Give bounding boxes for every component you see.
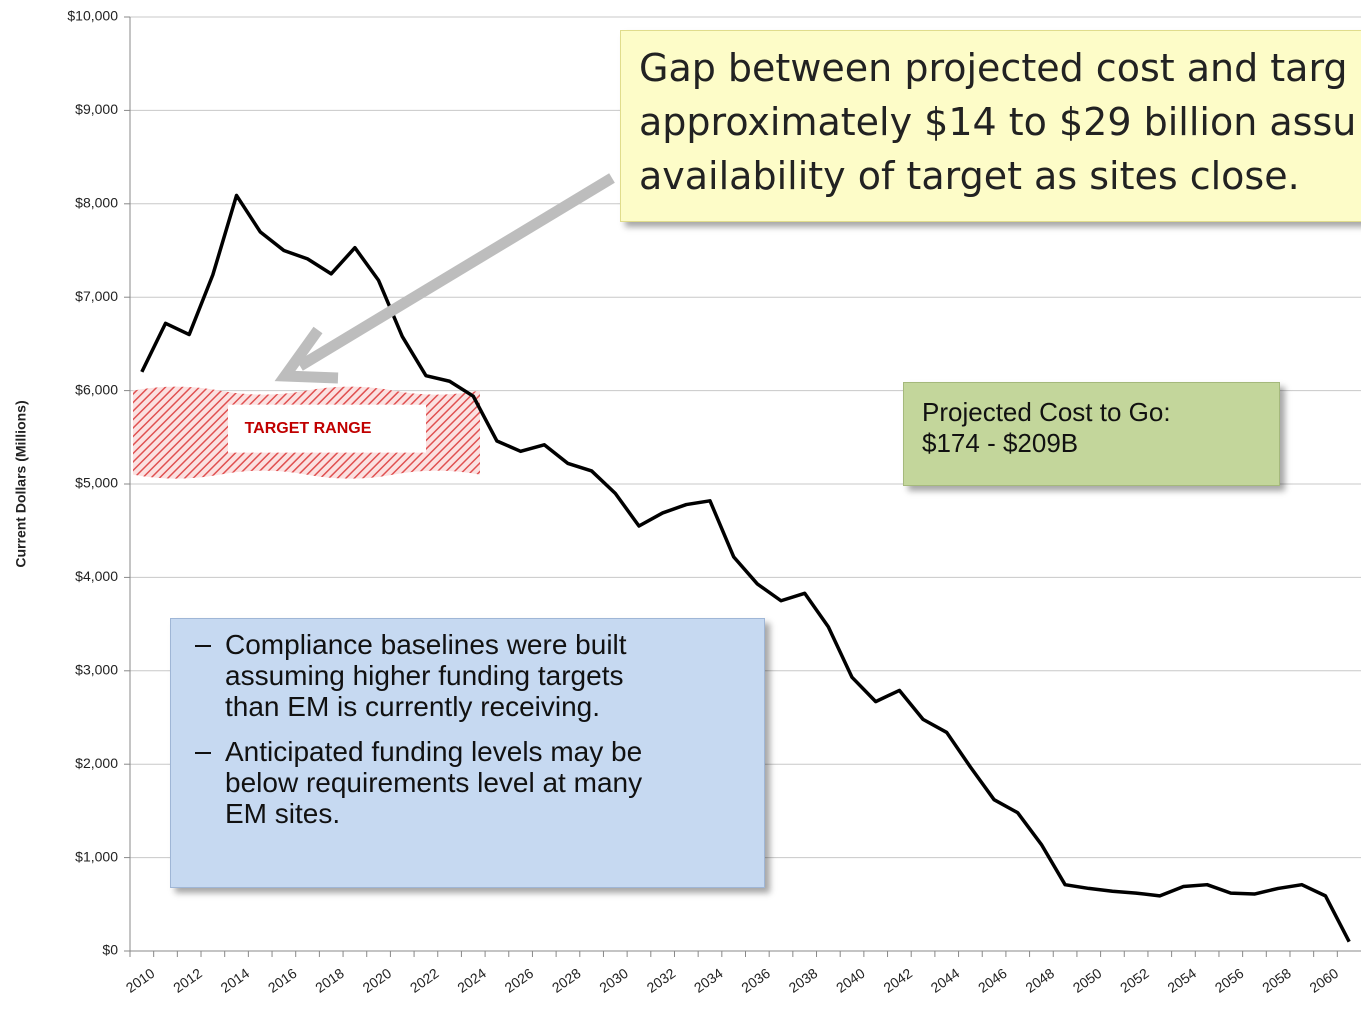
x-tick-label: 2022 bbox=[407, 965, 442, 996]
y-tick-label: $3,000 bbox=[75, 662, 118, 678]
x-tick-label: 2058 bbox=[1259, 965, 1294, 996]
x-tick-label: 2026 bbox=[502, 965, 537, 996]
x-tick-label: 2016 bbox=[265, 965, 300, 996]
note-line: below requirements level at many bbox=[225, 767, 643, 798]
y-tick-label: $10,000 bbox=[67, 8, 118, 24]
projected-cost-box: Projected Cost to Go: $174 - $209B bbox=[903, 382, 1280, 486]
x-tick-label: 2052 bbox=[1117, 965, 1152, 996]
note-line: assuming higher funding targets bbox=[225, 660, 624, 691]
x-tick-label: 2024 bbox=[454, 965, 489, 996]
x-tick-label: 2010 bbox=[123, 965, 158, 996]
note-line: EM sites. bbox=[225, 798, 341, 829]
x-tick-label: 2020 bbox=[360, 965, 395, 996]
y-tick-label: $5,000 bbox=[75, 475, 118, 491]
x-tick-label: 2038 bbox=[786, 965, 821, 996]
y-axis-label: Current Dollars (Millions) bbox=[13, 400, 29, 567]
note-line: Compliance baselines were built bbox=[225, 629, 627, 660]
callout-line: availability of target as sites close. bbox=[639, 154, 1300, 198]
x-tick-label: 2032 bbox=[644, 965, 679, 996]
x-tick-label: 2042 bbox=[880, 965, 915, 996]
y-tick-label: $9,000 bbox=[75, 101, 118, 117]
y-tick-label: $1,000 bbox=[75, 848, 118, 864]
x-tick-label: 2018 bbox=[312, 965, 347, 996]
x-tick-label: 2012 bbox=[170, 965, 205, 996]
projected-cost-line: $174 - $209B bbox=[922, 428, 1079, 458]
x-tick-label: 2048 bbox=[1022, 965, 1057, 996]
x-tick-label: 2014 bbox=[218, 965, 253, 996]
x-tick-label: 2030 bbox=[596, 965, 631, 996]
y-tick-label: $6,000 bbox=[75, 381, 118, 397]
x-tick-label: 2056 bbox=[1212, 965, 1247, 996]
y-tick-label: $7,000 bbox=[75, 288, 118, 304]
x-tick-label: 2028 bbox=[549, 965, 584, 996]
x-tick-label: 2050 bbox=[1070, 965, 1105, 996]
x-tick-label: 2040 bbox=[833, 965, 868, 996]
callout-line: Gap between projected cost and targ bbox=[639, 46, 1348, 90]
x-tick-label: 2046 bbox=[975, 965, 1010, 996]
y-tick-label: $8,000 bbox=[75, 195, 118, 211]
y-tick-label: $2,000 bbox=[75, 755, 118, 771]
x-tick-label: 2034 bbox=[691, 965, 726, 996]
arrow bbox=[274, 173, 615, 384]
notes-box: Compliance baselines were built assuming … bbox=[170, 618, 765, 888]
callout-line: approximately $14 to $29 billion assu bbox=[639, 100, 1357, 144]
x-tick-label: 2044 bbox=[928, 965, 963, 996]
note-line: than EM is currently receiving. bbox=[225, 691, 601, 722]
cost-line bbox=[140, 193, 1351, 943]
x-tick-label: 2054 bbox=[1164, 965, 1199, 996]
bullet-dash bbox=[195, 645, 211, 647]
arrow-shaft bbox=[297, 173, 615, 371]
target-label-bg bbox=[228, 404, 426, 453]
x-tick-label: 2060 bbox=[1306, 965, 1341, 996]
note-item: Anticipated funding levels may be below r… bbox=[191, 736, 754, 829]
arrow-head bbox=[274, 326, 339, 384]
x-tick-label: 2036 bbox=[738, 965, 773, 996]
y-tick-label: $4,000 bbox=[75, 568, 118, 584]
note-item: Compliance baselines were built assuming … bbox=[191, 629, 754, 722]
callout-box: Gap between projected cost and targ appro… bbox=[620, 30, 1361, 222]
note-line: Anticipated funding levels may be bbox=[225, 736, 643, 767]
projected-cost-line: Projected Cost to Go: bbox=[922, 397, 1171, 427]
bullet-dash bbox=[195, 752, 211, 754]
target-label: TARGET RANGE bbox=[245, 420, 372, 437]
y-tick-label: $0 bbox=[102, 942, 118, 958]
